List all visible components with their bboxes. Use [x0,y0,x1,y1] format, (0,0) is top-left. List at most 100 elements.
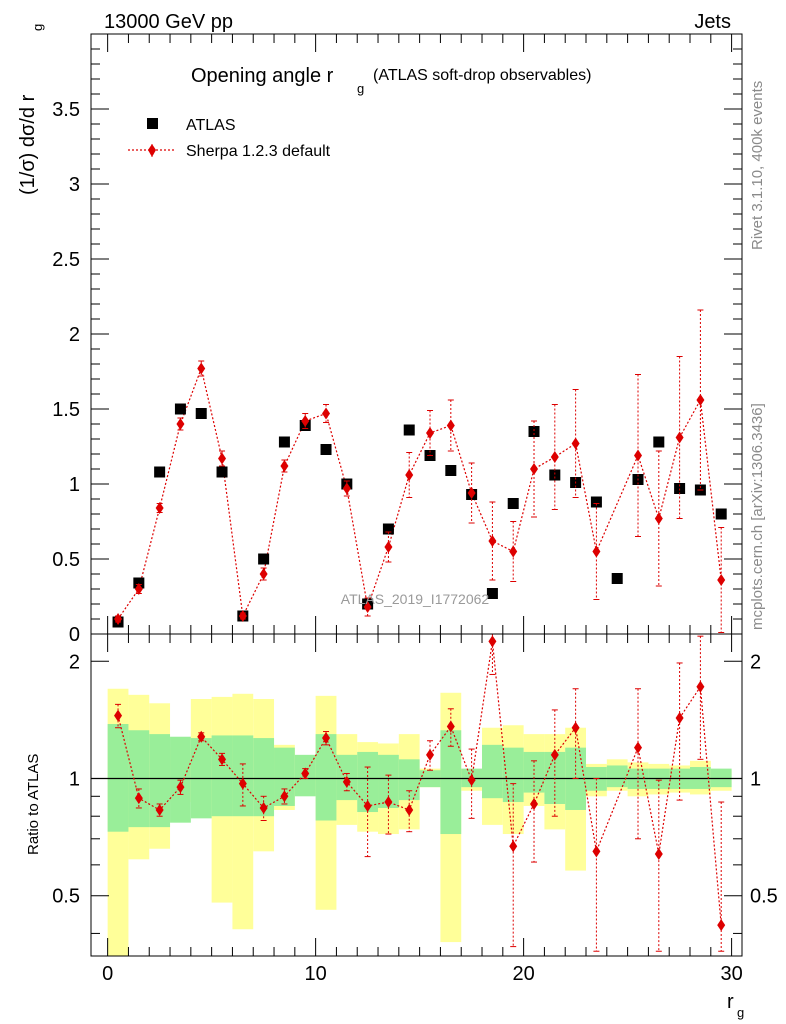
sherpa-point [509,545,518,558]
y-axis-label-group: (1/σ) dσ/d r g [17,24,45,195]
ratio-y-tick-label-left: 2 [69,651,80,673]
atlas-data-point [486,588,498,599]
ratio-sherpa-point [218,753,227,766]
ratio-sherpa-point [446,720,455,733]
process-label: Jets [694,11,731,33]
sherpa-point [301,415,310,427]
legend-sherpa-marker [148,144,156,157]
atlas-data-point [195,408,207,419]
sherpa-point [696,394,705,406]
ratio-sherpa-point [134,792,143,805]
ratio-sherpa-point [467,774,476,787]
ratio-sherpa-point [717,919,726,932]
ratio-x-tick-label: 10 [305,963,327,985]
ratio-y-tick-label-left: 1 [69,768,80,790]
ratio-sherpa-point [530,797,539,810]
sherpa-point [426,427,435,439]
ratio-sherpa-point [155,803,164,816]
legend-atlas-label: ATLAS [186,117,236,134]
main-y-tick-label: 0.5 [52,549,80,571]
sherpa-point [218,452,227,465]
plot-title: Opening angle r [191,65,334,87]
main-y-tick-label: 2 [69,324,80,346]
atlas-data-point [216,466,228,478]
sherpa-point [197,362,206,375]
main-y-tick-label: 3 [69,174,80,196]
ratio-sherpa-point [654,847,663,860]
sherpa-point [550,451,559,463]
ratio-sherpa-point [342,775,351,788]
ratio-y-tick-label-left: 0.5 [52,886,80,908]
main-y-tick-label: 2.5 [52,249,80,271]
ratio-sherpa-point [384,796,393,809]
atlas-data-point [258,553,270,565]
main-y-tick-label: 3.5 [52,99,80,121]
ratio-band-inner [378,754,399,808]
ratio-sherpa-point [176,781,185,794]
sherpa-point [342,482,351,495]
plot-title-subscript: g [357,81,364,96]
sherpa-point [114,613,123,625]
ratio-band-inner [398,759,420,801]
sherpa-point [384,541,393,553]
ratio-band-inner [523,751,545,793]
ratio-sherpa-point [592,845,601,858]
atlas-data-point [445,465,457,476]
atlas-data-point [403,424,415,436]
y-axis-label: (1/σ) dσ/d r [17,94,39,195]
plot-title-extra: (ATLAS soft-drop observables) [373,67,591,84]
atlas-data-point [528,426,540,437]
sherpa-point [446,419,455,432]
ratio-sherpa-point [488,635,497,648]
atlas-data-point [320,444,332,455]
ratio-sherpa-point [571,721,580,734]
ratio-y-tick-label-right: 1 [750,768,761,790]
atlas-data-point [715,508,727,520]
ratio-y-tick-label-right: 2 [750,651,761,673]
atlas-data-point [174,403,186,415]
atlas-data-point [611,573,623,584]
ratio-sherpa-point [405,803,414,816]
axes-ticks: 0 0.5 1 1.5 2 2.5 3 3.5 0 10 20 30 0.5 0.5 1 1 2 2 [52,34,778,985]
mcplots-info: mcplots.cern.ch [arXiv:1306.3436] [749,403,766,630]
ratio-x-tick-label: 20 [512,963,534,985]
ratio-band-inner [482,744,503,799]
sherpa-point [259,568,268,580]
sherpa-point [176,418,185,430]
sherpa-point [155,502,164,514]
ratio-sherpa-point [509,840,518,853]
ratio-sherpa-point [426,748,435,761]
atlas-data-point [590,496,602,508]
sherpa-point [654,512,663,525]
ratio-band-inner [232,735,254,817]
sherpa-point [238,610,247,622]
legend-sherpa-label: Sherpa 1.2.3 default [186,143,331,160]
sherpa-point [405,469,414,481]
main-data-layer [112,309,727,633]
sherpa-point [322,407,331,420]
ratio-x-tick-label: 30 [720,963,742,985]
legend-atlas-marker [147,118,158,129]
sherpa-point [592,545,601,558]
ratio-sherpa-point [363,799,372,812]
ratio-sherpa-point [550,748,559,761]
ratio-sherpa-point [675,711,684,724]
ratio-x-tick-label: 0 [102,963,113,985]
main-y-tick-label: 1 [69,474,80,496]
sherpa-point [675,431,684,444]
ratio-panel-frame [90,633,743,957]
ratio-sherpa-point [238,777,247,790]
ratio-panel-layer [91,633,742,952]
sherpa-point [530,463,539,475]
sherpa-point [571,437,580,450]
sherpa-point [467,487,476,499]
ratio-band-inner [253,738,275,817]
sherpa-point [717,574,726,586]
ratio-band-inner [315,734,337,821]
sherpa-point [363,601,372,613]
ratio-sherpa-point [322,732,331,745]
x-axis-label: r [727,991,734,1013]
atlas-data-point [653,436,665,448]
sherpa-point [488,535,497,547]
